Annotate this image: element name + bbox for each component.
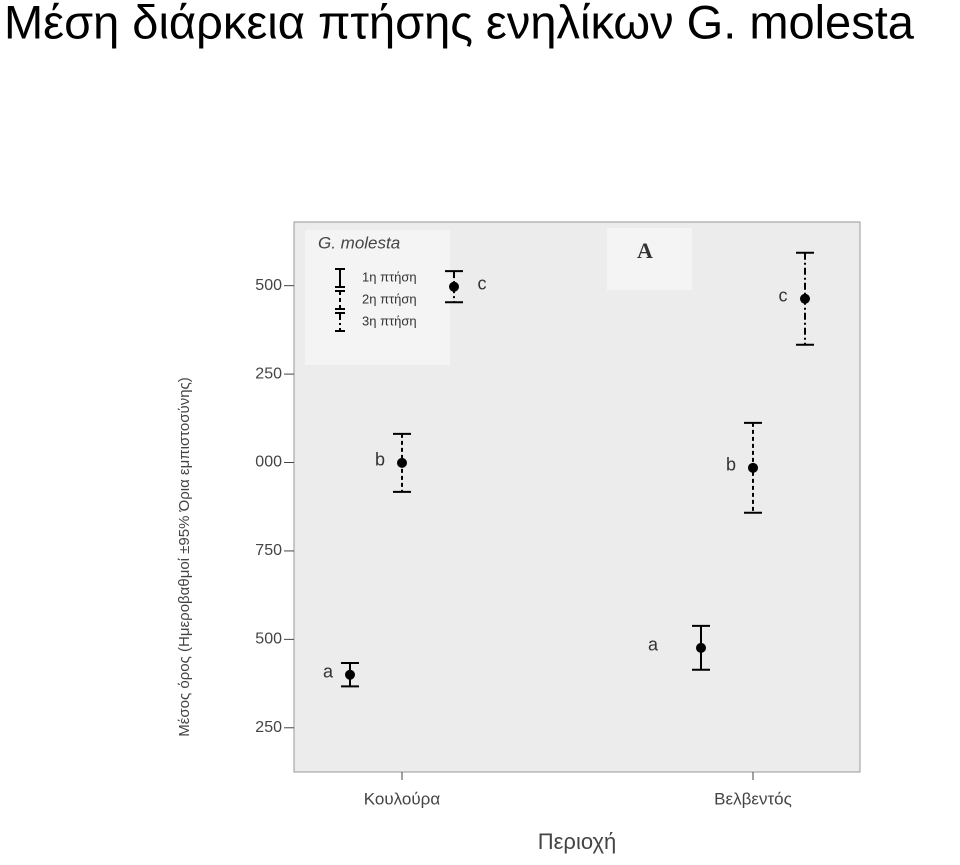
mean-point (397, 457, 407, 468)
y-tick-label: 250 (255, 719, 282, 736)
y-axis-label: Μέσος όρος (Ημεροβαθμοί ±95% Όρια εμπιστ… (176, 377, 193, 737)
legend-title: G. molesta (318, 233, 400, 252)
mean-point (800, 293, 810, 304)
x-tick-label: Βελβεντός (714, 789, 792, 808)
mean-point (696, 642, 706, 653)
x-axis-label: Περιοχή (538, 829, 617, 854)
group-letter: b (375, 450, 385, 470)
group-letter: a (648, 635, 659, 655)
legend-label: 2η πτήση (362, 291, 417, 306)
legend-box (305, 230, 450, 365)
y-tick-label: 000 (255, 454, 282, 471)
panel-box (607, 228, 692, 290)
group-letter: c (478, 273, 487, 293)
chart-title: Μέση διάρκεια πτήσης ενηλίκων G. molesta (4, 0, 915, 48)
x-tick-label: Κουλούρα (364, 789, 441, 808)
mean-point (449, 281, 459, 292)
y-tick-label: 250 (255, 365, 282, 382)
group-letter: a (323, 661, 334, 681)
y-tick-label: 500 (255, 277, 282, 294)
y-tick-label: 750 (255, 542, 282, 559)
group-letter: b (726, 455, 736, 475)
y-tick-label: 500 (255, 631, 282, 648)
panel-label: A (637, 238, 653, 263)
mean-point (748, 462, 758, 473)
mean-point (345, 669, 355, 680)
legend-label: 1η πτήση (362, 269, 417, 284)
group-letter: c (779, 286, 788, 306)
legend-label: 3η πτήση (362, 313, 417, 328)
